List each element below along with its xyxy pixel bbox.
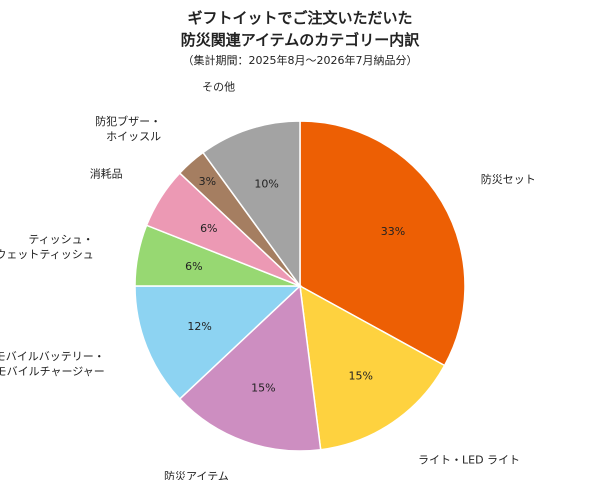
pie-value-label-1: 15% [348, 369, 372, 382]
pie-slice-1 [299, 284, 446, 451]
chart-title-line-1: ギフトイットでご注文いただいた [187, 9, 413, 27]
pie-value-label-5: 6% [200, 222, 217, 235]
pie-category-label-0: 防災セット [481, 172, 536, 186]
pie-category-label-1: ライト・LED ライト [418, 454, 520, 467]
pie-slice-2 [178, 284, 322, 452]
pie-value-label-4: 6% [185, 260, 202, 273]
pie-category-label-5: 消耗品 [90, 167, 123, 181]
pie-value-label-3: 12% [187, 320, 211, 333]
pie-category-label-4: ティッシュ・ウェットティッシュ [0, 233, 94, 261]
pie-slice-0 [299, 120, 466, 367]
pie-value-label-2: 15% [251, 382, 275, 395]
pie-slice-3 [134, 285, 302, 401]
pie-category-label-6: 防犯ブザー・ホイッスル [95, 114, 161, 143]
pie-category-label-2: 防災アイテム（ラジオや脱出用ハンマーなど） [64, 469, 229, 480]
pie-category-label-3: モバイルバッテリー・モバイルチャージャー [0, 350, 105, 378]
pie-value-label-0: 33% [381, 225, 405, 238]
pie-value-label-7: 10% [254, 177, 278, 190]
pie-value-label-6: 3% [199, 175, 216, 188]
pie-slice-7 [201, 120, 301, 289]
chart-title-line-2: 防災関連アイテムのカテゴリー内訳 [180, 31, 420, 49]
pie-category-label-7: その他 [202, 80, 235, 93]
chart-subtitle: （集計期間：2025年8月〜2026年7月納品分） [182, 54, 418, 67]
